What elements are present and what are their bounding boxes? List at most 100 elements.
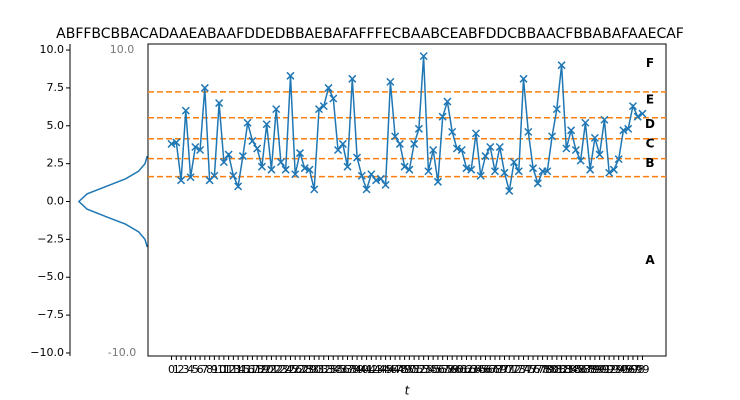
x-tick-label: 38	[345, 363, 359, 376]
x-tick-label: 48	[393, 363, 407, 376]
x-tick-label: 18	[250, 363, 264, 376]
x-tick-label: 28	[298, 363, 312, 376]
data-point	[210, 171, 219, 180]
data-point	[595, 150, 604, 159]
data-point	[514, 167, 523, 176]
data-point	[505, 186, 514, 195]
data-point	[257, 162, 266, 171]
data-point	[519, 74, 528, 83]
x-tick-label: 58	[440, 363, 454, 376]
data-point	[381, 180, 390, 189]
x-tick-label: 12	[222, 363, 236, 376]
data-point	[429, 145, 438, 155]
x-tick-label: 92	[602, 363, 616, 376]
x-tick-label: 67	[483, 363, 497, 376]
data-point	[305, 165, 314, 174]
x-tick-label: 55	[426, 363, 440, 376]
overlay-label: -10.0	[108, 346, 136, 359]
x-tick-label: 70	[498, 363, 512, 376]
data-point	[557, 61, 566, 70]
x-tick-label: 68	[488, 363, 502, 376]
data-point	[338, 139, 347, 148]
x-tick-label: 17	[245, 363, 259, 376]
data-point	[481, 152, 490, 161]
overlay-label: 10.0	[110, 43, 135, 56]
data-point	[324, 83, 333, 92]
data-point	[533, 179, 542, 188]
data-point	[400, 162, 409, 171]
x-tick-label: 74	[517, 363, 531, 376]
y-tick-label: 10.0	[40, 43, 65, 56]
x-tick-label: 23	[274, 363, 288, 376]
x-tick-label: 44	[374, 363, 388, 376]
data-point	[267, 165, 276, 174]
plot-frame	[147, 43, 667, 357]
x-tick-label: 49	[398, 363, 412, 376]
data-point	[372, 176, 381, 185]
x-tick-label: 86	[574, 363, 588, 376]
x-tick-label: 60	[450, 363, 464, 376]
x-tick-label: 11	[217, 363, 231, 376]
data-point	[196, 145, 205, 155]
data-point	[576, 156, 585, 165]
data-point	[486, 142, 495, 152]
x-tick-label: 33	[322, 363, 336, 376]
x-tick-label: 4	[187, 363, 194, 376]
x-tick-label: 0	[168, 363, 175, 376]
data-point	[471, 129, 481, 138]
x-tick-label: 15	[236, 363, 250, 376]
x-tick-label: 88	[583, 363, 597, 376]
data-point	[424, 167, 433, 176]
data-point	[229, 171, 238, 180]
x-tick-label: 27	[293, 363, 307, 376]
data-point	[529, 164, 538, 173]
data-point	[319, 102, 328, 111]
data-point	[495, 142, 504, 152]
x-tick-label: 26	[288, 363, 302, 376]
x-tick-label: 32	[317, 363, 331, 376]
x-tick-label: 82	[555, 363, 569, 376]
data-point	[567, 126, 576, 135]
y-tick-label: 7.5	[47, 81, 65, 94]
x-tick-label: 89	[588, 363, 602, 376]
data-point	[614, 155, 623, 164]
data-point	[357, 171, 366, 180]
x-tick-label: 99	[635, 363, 649, 376]
data-point	[476, 171, 485, 180]
data-point	[524, 127, 533, 136]
data-point	[262, 120, 271, 129]
x-tick-label: 21	[264, 363, 278, 376]
x-tick-label: 3	[182, 363, 189, 376]
y-tick-label: −10.0	[30, 346, 64, 359]
symbol-label: E	[646, 93, 654, 107]
x-tick-label: 98	[631, 363, 645, 376]
x-tick-label: 59	[445, 363, 459, 376]
x-tick-label: 34	[326, 363, 340, 376]
x-tick-label: 83	[559, 363, 573, 376]
data-point	[609, 165, 618, 174]
data-point	[500, 168, 509, 177]
data-point	[376, 174, 385, 183]
data-point	[291, 170, 300, 179]
x-tick-label: 22	[269, 363, 283, 376]
data-point	[181, 106, 190, 115]
x-tick-label: 87	[578, 363, 592, 376]
x-tick-label: 71	[502, 363, 516, 376]
x-tick-label: 62	[459, 363, 473, 376]
data-point	[452, 144, 461, 153]
y-tick-label: −7.5	[37, 308, 64, 321]
x-tick-label: 37	[341, 363, 355, 376]
x-tick-label: 16	[241, 363, 255, 376]
x-tick-label: 96	[621, 363, 635, 376]
data-point	[234, 182, 243, 191]
x-tick-label: 45	[379, 363, 393, 376]
x-tick-label: 73	[512, 363, 526, 376]
x-tick-label: 25	[283, 363, 297, 376]
x-tick-label: 19	[255, 363, 269, 376]
data-point	[300, 164, 309, 173]
x-tick-label: 47	[388, 363, 402, 376]
data-point	[628, 102, 637, 111]
x-tick-label: 72	[507, 363, 521, 376]
data-point	[619, 126, 628, 135]
data-point	[509, 158, 519, 167]
